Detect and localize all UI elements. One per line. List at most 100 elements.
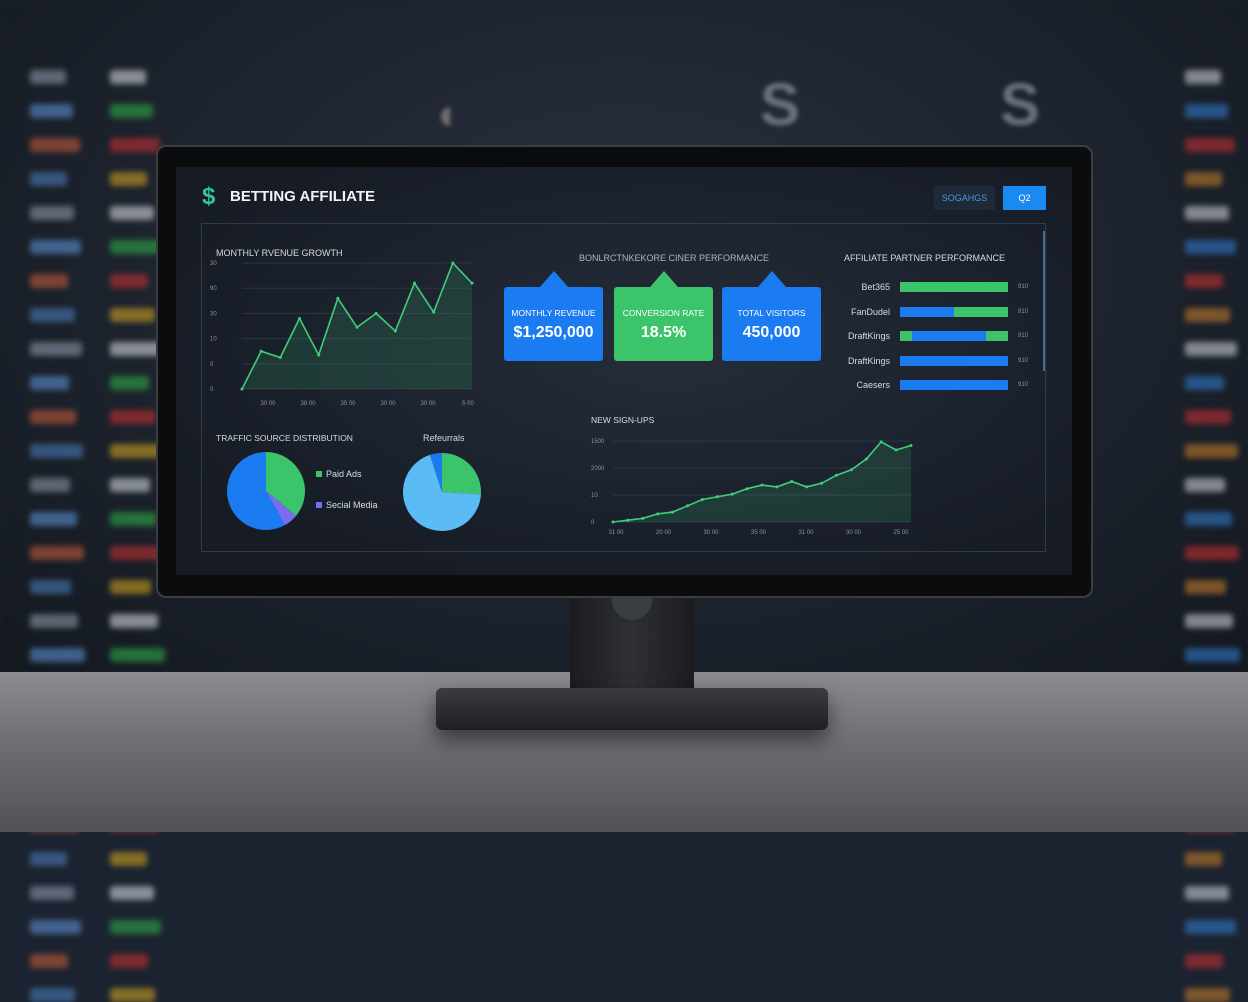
background-wings-logo-icon: S [760,71,801,138]
signups-line-chart: 1500 2000 10 0 31 00 20 00 30 00 35 00 31 00 30 0… [591,439,913,536]
x-tick-label: 30 00 [260,401,276,407]
blurred-ticker-value [30,614,78,628]
x-tick-label: 30 00 [420,401,436,407]
bar-segment [911,331,987,342]
partner-row[interactable]: Caesers 910 [830,373,1028,398]
data-point [686,504,689,508]
bar-segment [900,331,912,342]
data-point [240,387,244,391]
blurred-ticker-value [1185,376,1224,390]
blurred-ticker-value [1185,478,1225,492]
blurred-ticker-value [110,614,158,628]
blurred-ticker-value [30,410,76,424]
data-point [790,480,794,483]
blurred-ticker-value [110,206,154,220]
partner-bar [900,355,1008,366]
blurred-ticker-value [110,444,163,458]
partner-value: 910 [1018,357,1029,364]
blurred-ticker-value [110,988,155,1002]
blurred-ticker-value [30,274,68,288]
blurred-ticker-value [1185,138,1235,152]
bar-segment [900,355,1008,366]
data-point [317,353,321,357]
bar-segment [900,380,1008,391]
blurred-ticker-value [110,376,149,390]
blurred-ticker-value [30,648,85,662]
blurred-ticker-value [30,512,77,526]
partner-row[interactable]: DraftKings 910 [830,349,1028,374]
data-point [470,281,474,285]
data-point [432,310,436,314]
blurred-ticker-value [110,138,160,152]
area-fill [613,441,911,522]
blurred-ticker-value [30,240,81,254]
blurred-ticker-value [110,410,156,424]
data-point [641,516,645,520]
x-tick-label: 30 00 [380,401,396,407]
blurred-ticker-value [30,988,75,1002]
y-tick-label: 30 [210,261,217,267]
blurred-ticker-value [30,478,70,492]
background-ticker-left [30,70,85,1002]
blurred-ticker-value [30,206,74,220]
blurred-ticker-value [1185,70,1221,84]
kpi-card-conversion-rate[interactable]: CONVERSION RATE 18.5% [614,271,713,361]
blurred-ticker-value [1185,342,1237,356]
primary-button[interactable]: Q2 [1003,186,1046,210]
partner-value: 910 [1018,333,1029,340]
legend-swatch [316,471,322,477]
bar-segment [900,282,1008,293]
kpi-value: 18.5% [640,324,687,341]
monitor-base [436,688,828,730]
y-tick-label: 90 [210,286,217,292]
blurred-ticker-value [1185,274,1223,288]
x-tick-label: 5 00 [462,401,474,407]
partner-name: FanDudel [850,306,890,317]
blurred-ticker-value [1185,308,1230,322]
blurred-ticker-value [1185,920,1236,934]
kpi-value: $1,250,000 [513,324,594,341]
y-tick-label: 0 [210,387,214,393]
blurred-ticker-value [1185,512,1232,526]
x-tick-label: 31 00 [798,530,814,536]
blurred-ticker-value [30,342,82,356]
secondary-button[interactable]: SOGAHGS [934,186,995,210]
blurred-ticker-value [110,172,147,186]
data-point [909,444,913,447]
scrollbar[interactable] [1043,231,1045,371]
pie-slice [266,452,305,516]
data-point [700,498,704,501]
partner-bar-list: Bet365 910 FanDudel 910 DraftKings 910 DraftKi… [830,275,1028,398]
data-point [835,473,838,477]
blurred-ticker-value [110,580,151,594]
y-tick-label: 2000 [591,466,605,472]
partner-value: 910 [1018,382,1029,389]
legend-social-media: Secial Media [316,500,378,510]
kpi-card-total-visitors[interactable]: TOTAL VISITORS 450,000 [722,271,821,361]
data-point [760,483,764,487]
data-point [374,311,378,315]
kpi-card-monthly-revenue[interactable]: MONTHLY REVENUE $1,250,000 [504,271,603,361]
partner-row[interactable]: DraftKings 910 [830,324,1028,349]
blurred-ticker-value [110,274,148,288]
y-tick-label: 10 [210,337,217,343]
partner-value: 910 [1018,284,1029,291]
partner-value: 910 [1018,308,1029,315]
pie-slice [403,454,481,531]
blurred-ticker-value [30,138,80,152]
dashboard-panel [201,223,1046,552]
data-point [259,349,263,353]
bar-segment [900,306,954,317]
partner-row[interactable]: FanDudel 910 [830,300,1028,325]
blurred-ticker-value [1185,852,1222,866]
blurred-ticker-value [1185,954,1223,968]
blurred-ticker-value [1185,206,1229,220]
partner-name: Bet365 [861,282,890,293]
x-tick-label: 35 00 [340,401,356,407]
pie-slice [227,452,285,530]
data-point [298,316,301,320]
partner-row[interactable]: Bet365 910 [830,275,1028,300]
data-point [671,510,675,514]
blurred-ticker-value [30,580,71,594]
traffic-title: TRAFFIC SOURCE DISTRIBUTION [216,433,353,443]
